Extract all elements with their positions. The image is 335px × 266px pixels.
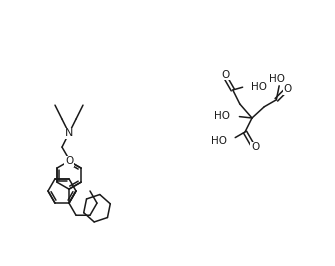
Text: O: O xyxy=(65,156,73,166)
Text: O: O xyxy=(251,142,259,152)
Text: HO: HO xyxy=(251,82,267,92)
Text: O: O xyxy=(222,70,230,80)
Text: HO: HO xyxy=(269,74,285,84)
Text: HO: HO xyxy=(214,111,230,121)
Text: N: N xyxy=(65,128,73,138)
Text: HO: HO xyxy=(211,136,227,146)
Text: O: O xyxy=(284,84,292,94)
